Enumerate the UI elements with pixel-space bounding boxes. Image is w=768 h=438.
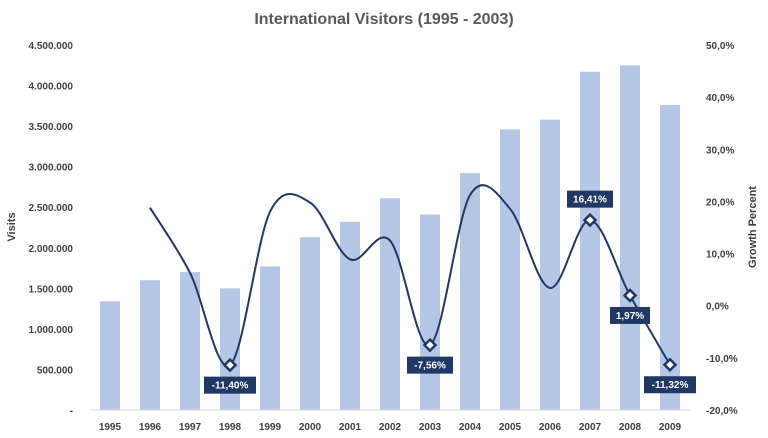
- data-label-box: [204, 376, 256, 394]
- data-label-box: [644, 376, 696, 394]
- data-label-box: [407, 356, 453, 374]
- bar-2005: [500, 129, 520, 410]
- chart-title: International Visitors (1995 - 2003): [254, 11, 513, 28]
- y2-axis-ticks: -20,0% -10,0% 0,0% 10,0% 20,0% 30,0% 40,0% 50,0…: [706, 41, 738, 417]
- x-tick-label: 1997: [179, 422, 202, 433]
- data-label: 1,97%: [616, 311, 644, 322]
- y-tick-label: 3.000.000: [29, 163, 74, 174]
- data-label: 16,41%: [573, 195, 607, 206]
- y-tick-label: 500.000: [37, 365, 74, 376]
- bar-2008: [620, 65, 640, 411]
- x-tick-label: 2006: [539, 422, 562, 433]
- bar-1995: [100, 301, 120, 410]
- bar-2006: [540, 119, 560, 410]
- data-labels: -11,40% -7,56% 16,41% 1,97% -11,32%: [204, 190, 696, 394]
- bar-1996: [140, 280, 160, 410]
- x-axis-ticks: 1995 1996 1997 1998 1999 2000 2001 2002 2003 2004…: [99, 422, 682, 433]
- x-tick-label: 1998: [219, 422, 242, 433]
- y2-tick-label: 10,0%: [706, 250, 734, 261]
- y2-tick-label: 20,0%: [706, 197, 734, 208]
- y-tick-label: 2.000.000: [29, 244, 74, 255]
- bar-2007: [580, 71, 600, 411]
- y2-tick-label: -20,0%: [706, 406, 738, 417]
- data-label: -11,40%: [212, 381, 249, 392]
- x-tick-label: 2004: [459, 422, 482, 433]
- y-tick-label: -: [70, 406, 73, 417]
- growth-marker-2009: [662, 357, 678, 373]
- bar-1999: [260, 266, 280, 410]
- x-tick-label: 2003: [419, 422, 442, 433]
- x-tick-label: 1996: [139, 422, 162, 433]
- bar-2001: [340, 221, 360, 410]
- growth-marker-2003: [422, 337, 438, 353]
- data-label-box: [567, 190, 613, 208]
- y-tick-label: 3.500.000: [29, 122, 74, 133]
- y2-tick-label: 0,0%: [706, 302, 729, 313]
- x-tick-label: 2001: [339, 422, 362, 433]
- growth-marker-1998: [222, 357, 238, 373]
- y2-tick-label: 30,0%: [706, 145, 734, 156]
- y-tick-label: 4.000.000: [29, 82, 74, 93]
- y2-axis-title: Growth Percent: [747, 186, 759, 268]
- growth-marker-2008: [622, 288, 638, 303]
- y-tick-label: 1.500.000: [29, 284, 74, 295]
- x-tick-label: 2002: [379, 422, 402, 433]
- data-label: -11,32%: [652, 380, 689, 391]
- x-tick-label: 1999: [259, 422, 282, 433]
- x-tick-label: 2009: [659, 422, 682, 433]
- x-tick-label: 1995: [99, 422, 122, 433]
- x-tick-label: 2000: [299, 422, 322, 433]
- x-tick-label: 2008: [619, 422, 642, 433]
- data-label: -7,56%: [414, 361, 446, 372]
- data-label-box: [610, 306, 650, 324]
- bar-2000: [300, 237, 320, 410]
- y2-tick-label: 50,0%: [706, 41, 734, 52]
- growth-markers: [222, 212, 678, 373]
- bar-2003: [420, 214, 440, 410]
- y-tick-label: 2.500.000: [29, 203, 74, 214]
- bar-2002: [380, 198, 400, 410]
- y2-tick-label: -10,0%: [706, 354, 738, 365]
- y-axis-ticks: - 500.000 1.000.000 1.500.000 2.000.000 2.500…: [29, 41, 74, 417]
- x-tick-label: 2007: [579, 422, 602, 433]
- growth-marker-2007: [582, 212, 598, 228]
- bar-2009: [660, 105, 680, 411]
- bar-2004: [460, 173, 480, 410]
- y2-tick-label: 40,0%: [706, 93, 734, 104]
- y-tick-label: 1.000.000: [29, 325, 74, 336]
- y-tick-label: 4.500.000: [29, 41, 74, 52]
- y-axis-title: Visits: [6, 212, 18, 241]
- x-tick-label: 2005: [499, 422, 522, 433]
- bar-1997: [180, 272, 200, 410]
- bar-series: [100, 65, 680, 411]
